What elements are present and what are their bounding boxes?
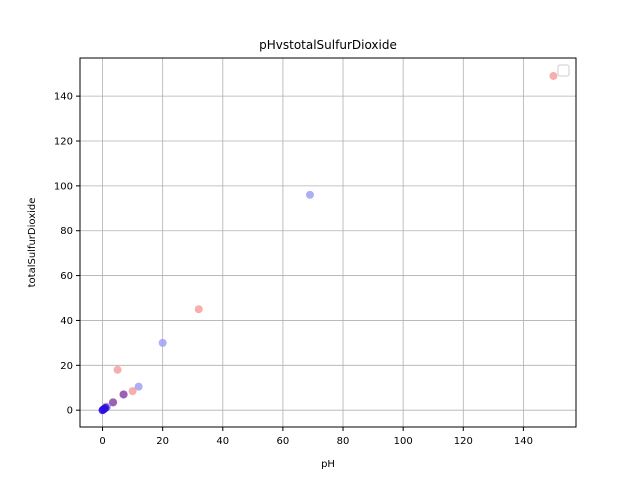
scatter-point bbox=[134, 382, 143, 391]
x-axis-label: pH bbox=[321, 459, 335, 470]
y-tick-label: 0 bbox=[67, 406, 73, 417]
scatter-point bbox=[113, 365, 122, 374]
scatter-point bbox=[549, 71, 558, 80]
y-tick-label: 80 bbox=[60, 226, 73, 237]
y-tick-label: 60 bbox=[60, 271, 73, 282]
scatter-point bbox=[305, 190, 314, 199]
y-tick-label: 140 bbox=[54, 92, 73, 103]
y-tick-label: 40 bbox=[60, 316, 73, 327]
scatter-point-overlap bbox=[98, 406, 107, 415]
scatter-point-overlap bbox=[119, 390, 128, 399]
y-tick-label: 20 bbox=[60, 361, 73, 372]
axis-ticks: 0 20 40 60 80 100 120 140 0 20 40 60 80 100 120 140 bbox=[54, 92, 533, 447]
y-tick-label: 100 bbox=[54, 181, 73, 192]
x-tick-label: 80 bbox=[337, 436, 350, 447]
y-axis-label: totalSulfurDioxide bbox=[27, 198, 38, 288]
x-tick-label: 140 bbox=[514, 436, 533, 447]
legend-box bbox=[557, 64, 570, 77]
plot-frame bbox=[79, 57, 577, 428]
x-tick-label: 0 bbox=[99, 436, 105, 447]
x-tick-label: 120 bbox=[454, 436, 473, 447]
scatter-point bbox=[158, 338, 167, 347]
grid bbox=[80, 58, 576, 427]
x-tick-label: 40 bbox=[216, 436, 229, 447]
scatter-point bbox=[194, 305, 203, 314]
x-tick-label: 60 bbox=[277, 436, 290, 447]
scatter-point bbox=[128, 387, 137, 396]
y-tick-label: 120 bbox=[54, 136, 73, 147]
scatter-point-overlap bbox=[109, 398, 118, 407]
x-tick-label: 20 bbox=[156, 436, 169, 447]
x-tick-label: 100 bbox=[394, 436, 413, 447]
data-points bbox=[98, 71, 558, 415]
chart-title: pHvstotalSulfurDioxide bbox=[259, 38, 397, 52]
